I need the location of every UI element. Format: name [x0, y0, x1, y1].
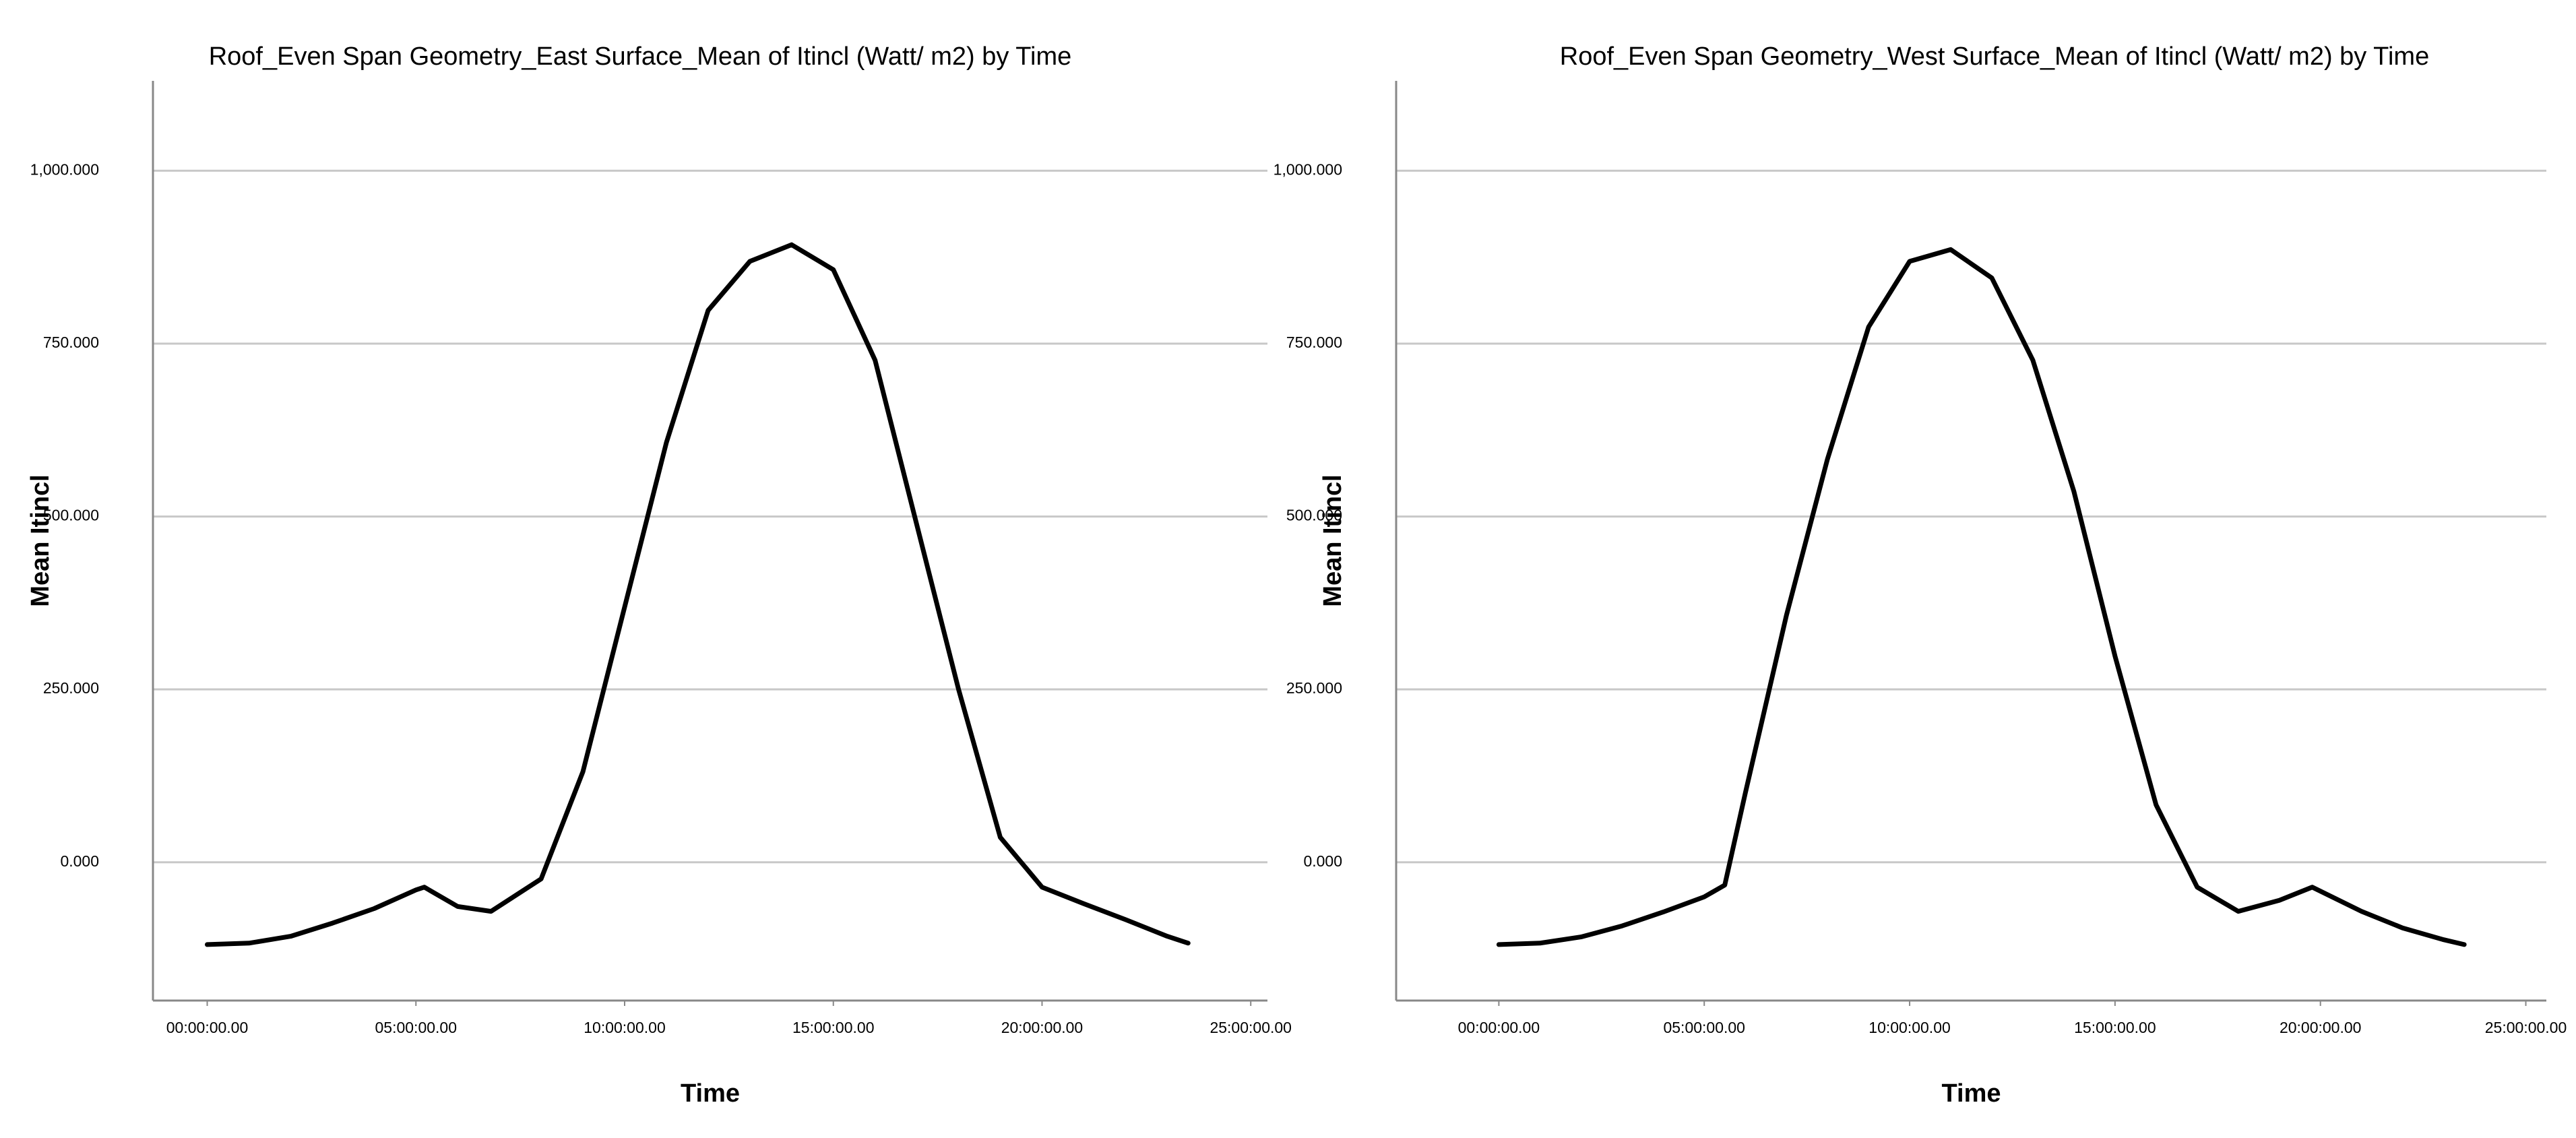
x-tick-label: 05:00:00.00	[375, 1019, 458, 1036]
y-tick-label: 250.000	[1286, 679, 1342, 697]
y-tick-label: 500.000	[1286, 507, 1342, 524]
x-tick-label: 20:00:00.00	[2280, 1019, 2362, 1036]
x-tick-label: 15:00:00.00	[2074, 1019, 2156, 1036]
x-tick-label: 00:00:00.00	[1458, 1019, 1540, 1036]
y-tick-label: 0.000	[1303, 852, 1342, 870]
x-tick-label: 25:00:00.00	[1210, 1019, 1292, 1036]
x-tick-label: 10:00:00.00	[1868, 1019, 1951, 1036]
y-axis-label: Mean Itincl	[26, 474, 55, 606]
x-tick-label: 00:00:00.00	[166, 1019, 249, 1036]
y-tick-label: 1,000.000	[30, 160, 99, 178]
y-tick-label: 500.000	[43, 507, 99, 524]
x-axis-label: Time	[1941, 1079, 2001, 1108]
x-tick-label: 10:00:00.00	[584, 1019, 666, 1036]
y-tick-label: 0.000	[60, 852, 99, 870]
chart-title: Roof_Even Span Geometry_East Surface_Mea…	[209, 42, 1072, 71]
y-axis-label: Mean Itincl	[1319, 474, 1347, 606]
y-tick-label: 250.000	[43, 679, 99, 697]
x-axis-label: Time	[681, 1079, 740, 1108]
y-tick-label: 750.000	[1286, 334, 1342, 351]
x-tick-label: 15:00:00.00	[792, 1019, 875, 1036]
chart-title: Roof_Even Span Geometry_West Surface_Mea…	[1560, 42, 2429, 71]
y-tick-label: 1,000.000	[1274, 160, 1342, 178]
data-line	[1496, 247, 2467, 947]
x-tick-label: 25:00:00.00	[2485, 1019, 2567, 1036]
y-tick-label: 750.000	[43, 334, 99, 351]
data-line	[205, 242, 1191, 947]
x-tick-label: 05:00:00.00	[1663, 1019, 1745, 1036]
x-tick-label: 20:00:00.00	[1001, 1019, 1083, 1036]
